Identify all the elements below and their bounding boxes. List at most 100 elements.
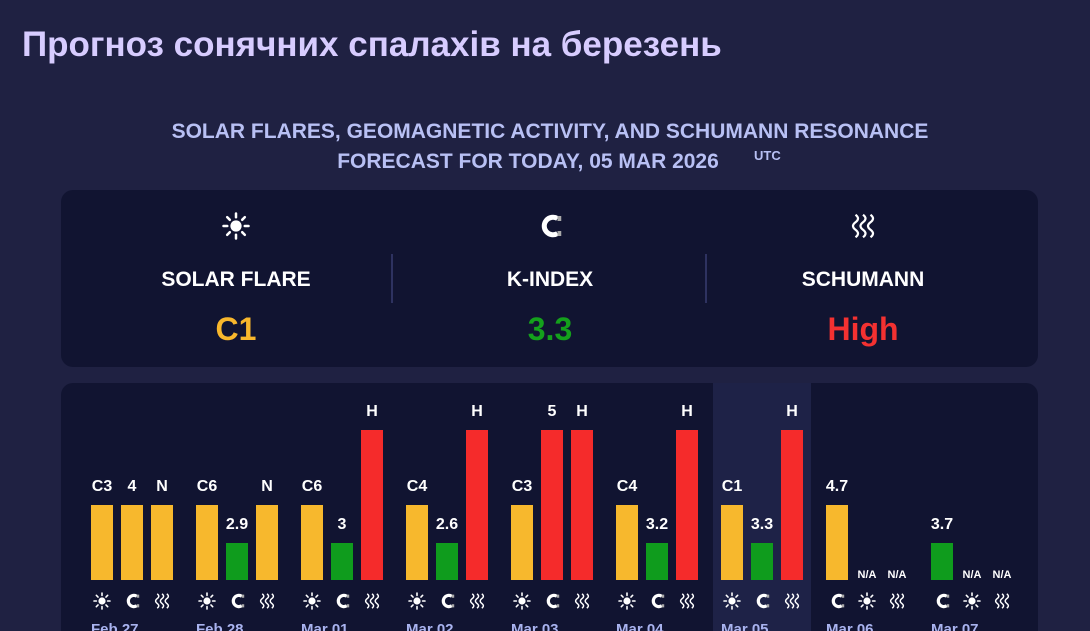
summary-value: High (827, 311, 898, 347)
waves-icon (784, 593, 800, 609)
sun-ray (860, 594, 864, 598)
wave-line (994, 593, 1000, 609)
sun-icon (408, 592, 426, 610)
wave-line (999, 593, 1005, 609)
magnet-shape (831, 593, 843, 609)
bar (931, 543, 953, 580)
magnet-shape (336, 593, 348, 609)
wave-line (579, 593, 585, 609)
bar-label: 3 (338, 516, 347, 533)
sun-icon (858, 592, 876, 610)
bar (151, 505, 173, 580)
bar-label: N/A (963, 569, 982, 581)
date-label: Mar 07 (931, 621, 979, 631)
sun-icon (198, 592, 216, 610)
date-label: Mar 04 (616, 621, 664, 631)
sun-core (98, 597, 106, 605)
sun-ray (420, 604, 424, 608)
wave-line (584, 593, 590, 609)
sun-ray (200, 594, 204, 598)
wave-line (1004, 593, 1010, 609)
magnet-tips (346, 594, 350, 608)
sun-ray (200, 604, 204, 608)
wave-line (689, 593, 695, 609)
sun-ray (210, 594, 214, 598)
sun-ray (975, 594, 979, 598)
sun-core (308, 597, 316, 605)
bar (571, 430, 593, 580)
sun-ray (975, 604, 979, 608)
bar-label: 3.2 (646, 516, 668, 533)
bar-label: 2.6 (436, 516, 458, 533)
sun-icon (618, 592, 636, 610)
bar (751, 543, 773, 580)
bar-label: 3.3 (751, 516, 773, 533)
bar (91, 505, 113, 580)
sun-ray (965, 604, 969, 608)
wave-line (784, 593, 790, 609)
sun-ray (525, 594, 529, 598)
bar-label: N/A (993, 569, 1012, 581)
bar (616, 505, 638, 580)
wave-line (374, 593, 380, 609)
bar-label: C6 (302, 478, 323, 495)
waves-icon (469, 593, 485, 609)
waves-icon (851, 213, 875, 239)
bar (361, 430, 383, 580)
bar (466, 430, 488, 580)
bar-label: N (156, 478, 168, 495)
magnet-shape (546, 593, 558, 609)
date-label: Mar 02 (406, 621, 454, 631)
bar-label: C3 (512, 478, 533, 495)
wave-line (479, 593, 485, 609)
wave-line (889, 593, 895, 609)
sun-core (203, 597, 211, 605)
forecast-title: SOLAR FLARES, GEOMAGNETIC ACTIVITY, AND … (172, 120, 929, 143)
sun-ray (860, 604, 864, 608)
magnet-icon (936, 593, 950, 609)
wave-line (159, 593, 165, 609)
magnet-shape (126, 593, 138, 609)
bar-label: 3.7 (931, 516, 953, 533)
magnet-icon (231, 593, 245, 609)
magnet-icon (336, 593, 350, 609)
sun-ray (210, 604, 214, 608)
bar-label: H (681, 403, 693, 420)
sun-ray (225, 230, 232, 237)
forecast-title: FORECAST FOR TODAY, 05 MAR 2026 (337, 150, 719, 173)
sun-ray (515, 604, 519, 608)
wave-line (789, 593, 795, 609)
sun-core (413, 597, 421, 605)
sun-ray (735, 594, 739, 598)
bar-label: 5 (548, 403, 557, 420)
bar (331, 543, 353, 580)
bar (226, 543, 248, 580)
sun-ray (620, 594, 624, 598)
sun-icon (93, 592, 111, 610)
sun-ray (725, 594, 729, 598)
waves-icon (154, 593, 170, 609)
sun-icon (222, 212, 250, 240)
bar-label: C4 (407, 478, 428, 495)
waves-icon (679, 593, 695, 609)
waves-icon (364, 593, 380, 609)
sun-icon (513, 592, 531, 610)
sun-ray (630, 594, 634, 598)
bar (541, 430, 563, 580)
magnet-icon (756, 593, 770, 609)
bar-label: H (366, 403, 378, 420)
sun-ray (630, 604, 634, 608)
date-label: Mar 05 (721, 621, 769, 631)
sun-core (863, 597, 871, 605)
bar-label: 4.7 (826, 478, 848, 495)
page-title: Прогноз сонячних спалахів на березень (22, 25, 722, 64)
sun-ray (515, 594, 519, 598)
wave-line (899, 593, 905, 609)
sun-ray (620, 604, 624, 608)
magnet-icon (541, 214, 562, 238)
bar-label: C1 (722, 478, 743, 495)
bar-label: H (576, 403, 588, 420)
bar (511, 505, 533, 580)
sun-core (623, 597, 631, 605)
wave-line (259, 593, 265, 609)
